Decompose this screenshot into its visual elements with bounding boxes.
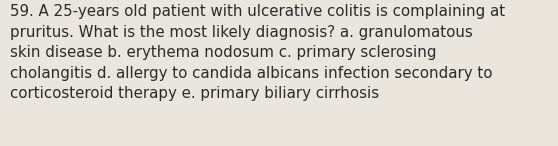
Text: 59. A 25-years old patient with ulcerative colitis is complaining at
pruritus. W: 59. A 25-years old patient with ulcerati…: [10, 4, 505, 101]
